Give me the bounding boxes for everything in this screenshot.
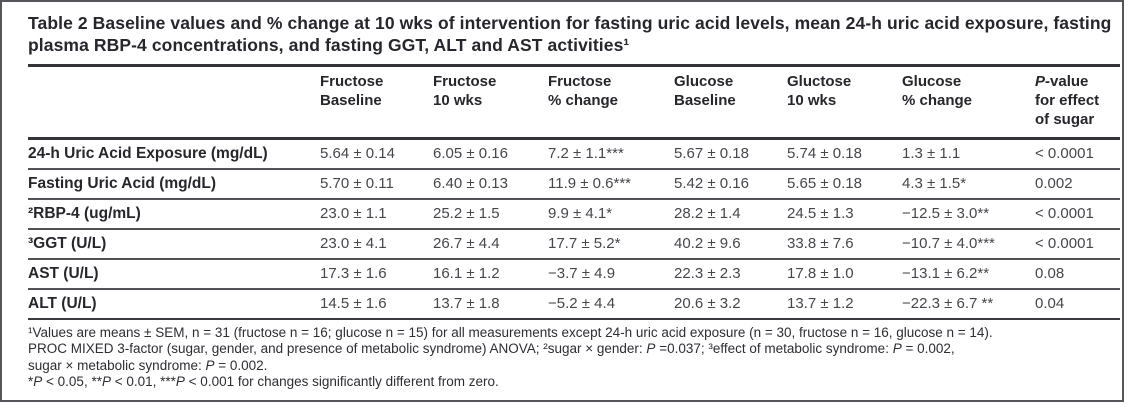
table-cell: < 0.0001: [1035, 145, 1094, 163]
table-cell: < 0.0001: [1035, 197, 1120, 229]
table-container: Table 2 Baseline values and % change at …: [2, 2, 1122, 391]
table-cell: < 0.0001: [1035, 227, 1120, 259]
table-cell: −12.5 ± 3.0**: [902, 197, 1035, 229]
table-cell: 40.2 ± 9.6: [674, 227, 787, 259]
table-cell: 28.2 ± 1.4: [674, 197, 787, 229]
table-cell: 6.05 ± 0.16: [433, 145, 508, 163]
table-cell: 0.002: [1035, 167, 1120, 199]
table-body: 24-h Uric Acid Exposure (mg/dL) 5.64 ± 0.…: [28, 139, 1120, 320]
column-header: P-value for effect of sugar: [1035, 67, 1120, 140]
table-row: Fasting Uric Acid (mg/dL) 5.70 ± 0.11 6.40…: [28, 167, 1120, 199]
table-row: 24-h Uric Acid Exposure (mg/dL) 5.64 ± 0.…: [28, 139, 1120, 169]
table-cell: 13.7 ± 1.2: [787, 287, 902, 320]
table-cell: 14.5 ± 1.6: [320, 287, 433, 320]
footnote-line: *P < 0.05, **P < 0.01, ***P < 0.001 for …: [28, 374, 499, 389]
table-cell: 23.0 ± 4.1: [320, 227, 433, 259]
table-cell: 5.64 ± 0.14: [320, 145, 395, 163]
table-cell: −10.7 ± 4.0***: [902, 227, 1035, 259]
table-cell: 5.65 ± 0.18: [787, 167, 902, 199]
table-cell: 33.8 ± 7.6: [787, 227, 902, 259]
row-label: ALT (U/L): [28, 287, 320, 320]
row-label: 24-h Uric Acid Exposure (mg/dL): [28, 144, 268, 162]
table-cell: 17.3 ± 1.6: [320, 257, 433, 289]
table-cell: 6.40 ± 0.13: [433, 167, 548, 199]
table-cell: −5.2 ± 4.4: [548, 287, 674, 320]
footnotes: ¹Values are means ± SEM, n = 31 (fructos…: [28, 320, 1120, 391]
table-cell: 26.7 ± 4.4: [433, 227, 548, 259]
footnote-line: PROC MIXED 3-factor (sugar, gender, and …: [28, 341, 955, 356]
table-cell: 20.6 ± 3.2: [674, 287, 787, 320]
table-cell: 1.3 ± 1.1: [902, 145, 961, 163]
table-cell: 17.8 ± 1.0: [787, 257, 902, 289]
table-cell: 23.0 ± 1.1: [320, 197, 433, 229]
table-row: ²RBP-4 (ug/mL) 23.0 ± 1.1 25.2 ± 1.5 9.9 ± …: [28, 197, 1120, 229]
table-cell: 4.3 ± 1.5*: [902, 167, 1035, 199]
row-label-header: [28, 67, 320, 140]
row-label: Fasting Uric Acid (mg/dL): [28, 167, 320, 199]
table-cell: 11.9 ± 0.6***: [548, 167, 674, 199]
table-cell: 24.5 ± 1.3: [787, 197, 902, 229]
table-row: ALT (U/L) 14.5 ± 1.6 13.7 ± 1.8 −5.2 ± 4.4 2…: [28, 287, 1120, 320]
table-row: AST (U/L) 17.3 ± 1.6 16.1 ± 1.2 −3.7 ± 4.9 2…: [28, 257, 1120, 289]
table-cell: −22.3 ± 6.7 **: [902, 287, 1035, 320]
column-header: Glucose% change: [902, 67, 1035, 140]
table-cell: 5.74 ± 0.18: [787, 145, 862, 163]
column-header: Fructose 10 wks: [433, 67, 548, 140]
table-cell: 0.04: [1035, 287, 1120, 320]
table-cell: 5.70 ± 0.11: [320, 167, 433, 199]
table-cell: 17.7 ± 5.2*: [548, 227, 674, 259]
row-label: ³GGT (U/L): [28, 227, 320, 259]
table-cell: −3.7 ± 4.9: [548, 257, 674, 289]
table-cell: 9.9 ± 4.1*: [548, 197, 674, 229]
column-header: Glucose Baseline: [674, 67, 787, 140]
column-header: Fructose% change: [548, 67, 674, 140]
table-title: Table 2 Baseline values and % change at …: [28, 12, 1120, 67]
data-table: Fructose Baseline Fructose 10 wks Fructose% …: [28, 67, 1120, 320]
table-cell: 22.3 ± 2.3: [674, 257, 787, 289]
table-cell: 13.7 ± 1.8: [433, 287, 548, 320]
row-label: AST (U/L): [28, 257, 320, 289]
table-cell: 16.1 ± 1.2: [433, 257, 548, 289]
header-row: Fructose Baseline Fructose 10 wks Fructose% …: [28, 67, 1120, 140]
table-cell: 5.67 ± 0.18: [674, 145, 749, 163]
table-cell: 7.2 ± 1.1***: [548, 145, 624, 163]
table-cell: 25.2 ± 1.5: [433, 197, 548, 229]
table-cell: −13.1 ± 6.2**: [902, 257, 1035, 289]
column-header: Fructose Baseline: [320, 67, 433, 140]
table-cell: 5.42 ± 0.16: [674, 167, 787, 199]
row-label: ²RBP-4 (ug/mL): [28, 197, 320, 229]
table-row: ³GGT (U/L) 23.0 ± 4.1 26.7 ± 4.4 17.7 ± 5.2…: [28, 227, 1120, 259]
footnote-line: sugar × metabolic syndrome: P = 0.002.: [28, 357, 268, 373]
column-header: Gluctose 10 wks: [787, 67, 902, 140]
table-cell: 0.08: [1035, 257, 1120, 289]
footnote-line: ¹Values are means ± SEM, n = 31 (fructos…: [28, 324, 993, 340]
